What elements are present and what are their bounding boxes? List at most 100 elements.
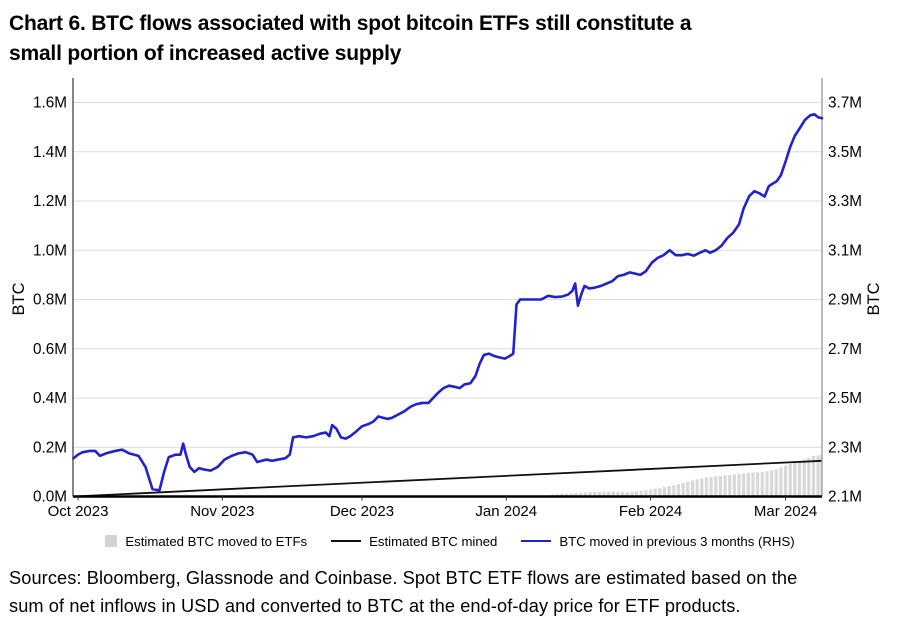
mined-line bbox=[73, 460, 823, 498]
etf-bar bbox=[602, 492, 606, 497]
left-tick-label: 0.6M bbox=[33, 341, 67, 358]
chart: 0.0M 0.2M 0.4M 0.6M 0.8M 1.0M 1.2M 1.4M 1.6M 2.1M… bbox=[0, 73, 900, 553]
etf-bar bbox=[621, 492, 625, 497]
etf-bar bbox=[611, 492, 615, 497]
etf-bar bbox=[788, 464, 792, 497]
etf-bar bbox=[662, 487, 667, 497]
etf-bar bbox=[783, 466, 788, 497]
etf-bar bbox=[569, 494, 574, 497]
etf-bar bbox=[639, 491, 643, 497]
etf-bar bbox=[625, 492, 629, 497]
etf-bar bbox=[807, 458, 811, 497]
etf-bar bbox=[811, 456, 816, 497]
etf-bar bbox=[793, 462, 797, 497]
etf-bar bbox=[690, 480, 695, 497]
btc-moved-line bbox=[72, 113, 824, 493]
right-tick-label: 3.1M bbox=[828, 243, 862, 260]
legend-item-etf: Estimated BTC moved to ETFs bbox=[105, 534, 307, 549]
right-tick-label: 2.1M bbox=[828, 489, 862, 506]
etf-bar bbox=[802, 460, 806, 497]
left-tick-label: 0.2M bbox=[33, 440, 67, 457]
etf-bar bbox=[565, 494, 569, 497]
mined-line-sample-icon bbox=[331, 540, 362, 543]
etf-bar bbox=[718, 476, 722, 497]
etf-bar bbox=[816, 455, 820, 497]
etf-bar bbox=[820, 455, 822, 497]
x-tick-label: Jan 2024 bbox=[475, 503, 537, 520]
etf-bar bbox=[695, 479, 699, 497]
etf-bar bbox=[597, 492, 601, 497]
etf-bar bbox=[723, 475, 727, 497]
etf-bar bbox=[797, 461, 802, 497]
legend-label-rhs: BTC moved in previous 3 months (RHS) bbox=[559, 533, 795, 549]
left-tick-label: 0.8M bbox=[33, 292, 67, 309]
etf-bar bbox=[779, 468, 783, 497]
chart-title: Chart 6. BTC flows associated with spot … bbox=[0, 0, 900, 69]
right-tick-label: 2.3M bbox=[828, 440, 862, 457]
x-tick-label: Mar 2024 bbox=[754, 503, 817, 520]
rhs-line-sample-icon bbox=[521, 540, 552, 543]
plot-area: 0.0M 0.2M 0.4M 0.6M 0.8M 1.0M 1.2M 1.4M 1.6M 2.1M… bbox=[10, 78, 883, 520]
source-note-line2: sum of net inflows in USD and converted … bbox=[9, 596, 741, 617]
left-axis-title: BTC bbox=[10, 283, 28, 316]
etf-bar bbox=[765, 471, 769, 497]
etf-bar bbox=[560, 494, 564, 497]
right-tick-label: 2.7M bbox=[828, 341, 862, 358]
x-tick-label: Dec 2023 bbox=[330, 503, 394, 520]
etf-bar bbox=[644, 490, 648, 497]
legend-label-mined: Estimated BTC mined bbox=[369, 533, 498, 549]
etf-bar bbox=[667, 486, 671, 497]
etf-bar bbox=[630, 492, 634, 497]
etf-bar bbox=[672, 485, 676, 497]
right-tick-label: 3.7M bbox=[828, 95, 862, 112]
etf-bar bbox=[737, 474, 741, 497]
legend-item-mined: Estimated BTC mined bbox=[331, 534, 497, 549]
right-tick-label: 3.3M bbox=[828, 193, 862, 210]
etf-bar bbox=[760, 472, 764, 497]
right-tick-label: 2.5M bbox=[828, 390, 862, 407]
etf-bar bbox=[588, 492, 592, 497]
x-tick-label: Nov 2023 bbox=[190, 503, 254, 520]
left-tick-label: 1.6M bbox=[33, 95, 67, 112]
etf-bar bbox=[574, 493, 578, 497]
etf-bar bbox=[681, 483, 685, 497]
etf-bar bbox=[742, 474, 746, 497]
legend: Estimated BTC moved to ETFs Estimated BT… bbox=[0, 529, 900, 553]
source-note-line1: Sources: Bloomberg, Glassnode and Coinba… bbox=[9, 568, 798, 589]
chart-title-line2: small portion of increased active supply bbox=[9, 42, 402, 66]
etf-bar bbox=[774, 469, 778, 497]
right-tick-label: 3.5M bbox=[828, 144, 862, 161]
etf-bar bbox=[746, 473, 750, 497]
etf-bar bbox=[751, 473, 755, 497]
x-tick-label: Feb 2024 bbox=[619, 503, 682, 520]
etf-bar bbox=[579, 493, 583, 497]
etf-swatch-icon bbox=[105, 535, 118, 548]
etf-bar bbox=[616, 492, 620, 497]
right-tick-label: 2.9M bbox=[828, 292, 862, 309]
etf-bar bbox=[700, 478, 704, 497]
right-axis-title: BTC bbox=[865, 283, 883, 316]
etf-bar bbox=[658, 488, 662, 497]
etf-bar bbox=[635, 491, 639, 497]
etf-bar bbox=[583, 492, 587, 497]
etf-bar bbox=[653, 489, 657, 497]
chart-title-line1: Chart 6. BTC flows associated with spot … bbox=[9, 12, 692, 35]
etf-bar bbox=[709, 477, 713, 497]
left-tick-label: 1.2M bbox=[33, 193, 67, 210]
etf-bar bbox=[714, 476, 718, 497]
etf-bar bbox=[769, 470, 774, 497]
legend-item-rhs: BTC moved in previous 3 months (RHS) bbox=[521, 533, 795, 549]
left-tick-label: 0.0M bbox=[33, 489, 67, 506]
etf-bar bbox=[593, 492, 597, 497]
left-tick-label: 1.0M bbox=[33, 243, 67, 260]
source-note: Sources: Bloomberg, Glassnode and Coinba… bbox=[0, 553, 900, 620]
etf-bar bbox=[607, 492, 611, 497]
legend-label-etf: Estimated BTC moved to ETFs bbox=[125, 533, 308, 549]
left-tick-label: 0.4M bbox=[33, 390, 67, 407]
etf-bar bbox=[704, 478, 709, 497]
etf-bar bbox=[732, 474, 736, 497]
etf-bar bbox=[728, 475, 732, 497]
etf-bar bbox=[756, 472, 760, 497]
x-tick-label: Oct 2023 bbox=[48, 503, 109, 520]
left-tick-label: 1.4M bbox=[33, 144, 67, 161]
